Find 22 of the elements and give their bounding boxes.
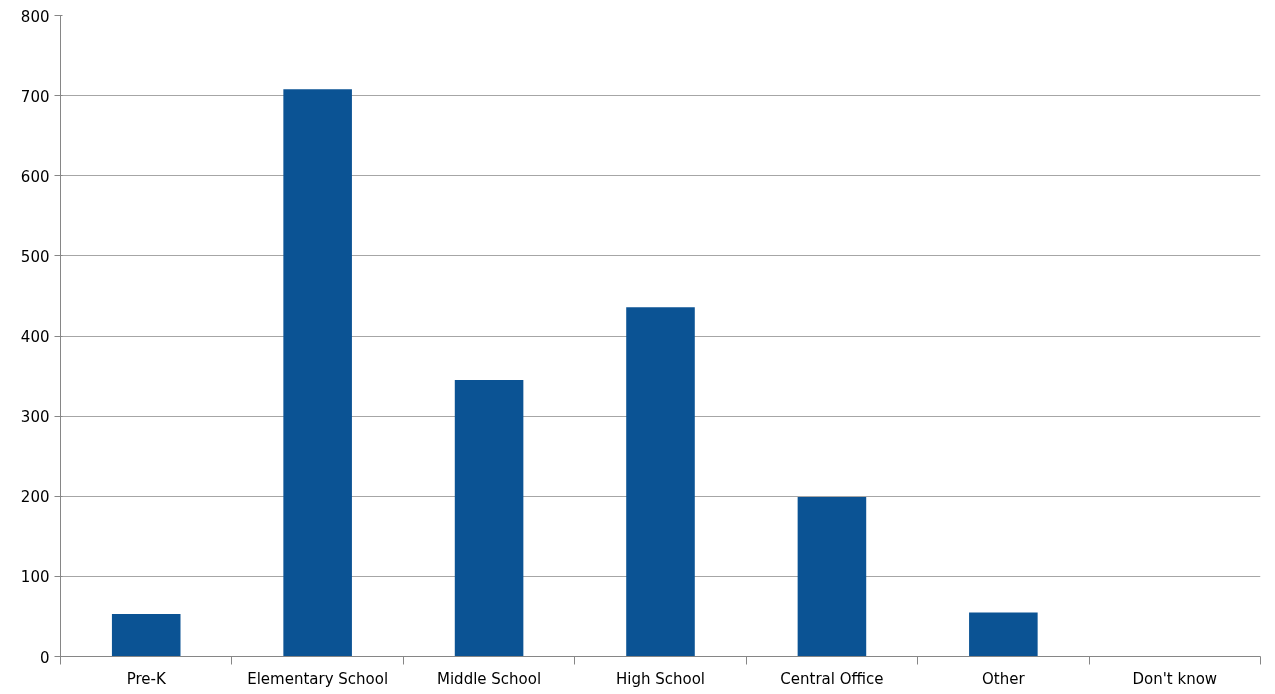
y-tick-label: 100 xyxy=(20,568,50,587)
x-tick-label: Pre-K xyxy=(126,669,167,688)
bar xyxy=(283,89,352,657)
bar xyxy=(969,612,1038,657)
y-tick-label: 600 xyxy=(20,167,50,186)
x-tick-label: Middle School xyxy=(437,669,542,688)
y-tick-label: 200 xyxy=(20,488,50,507)
y-tick-label: 500 xyxy=(20,247,50,266)
bar xyxy=(454,380,524,657)
y-tick-label: 700 xyxy=(20,87,50,106)
bar xyxy=(626,307,695,657)
y-tick-label: 300 xyxy=(20,408,50,427)
y-tick-label: 400 xyxy=(20,328,50,346)
y-tick-label: 0 xyxy=(39,648,50,667)
x-tick-label: Elementary School xyxy=(247,669,389,688)
bar xyxy=(797,497,867,657)
x-tick-label: High School xyxy=(615,669,706,688)
x-tick-label: Central Office xyxy=(780,669,884,688)
bar xyxy=(111,614,181,657)
x-tick-label: Other xyxy=(982,669,1026,688)
x-tick-label: Don't know xyxy=(1132,669,1218,688)
y-tick-label: 800 xyxy=(20,7,50,26)
